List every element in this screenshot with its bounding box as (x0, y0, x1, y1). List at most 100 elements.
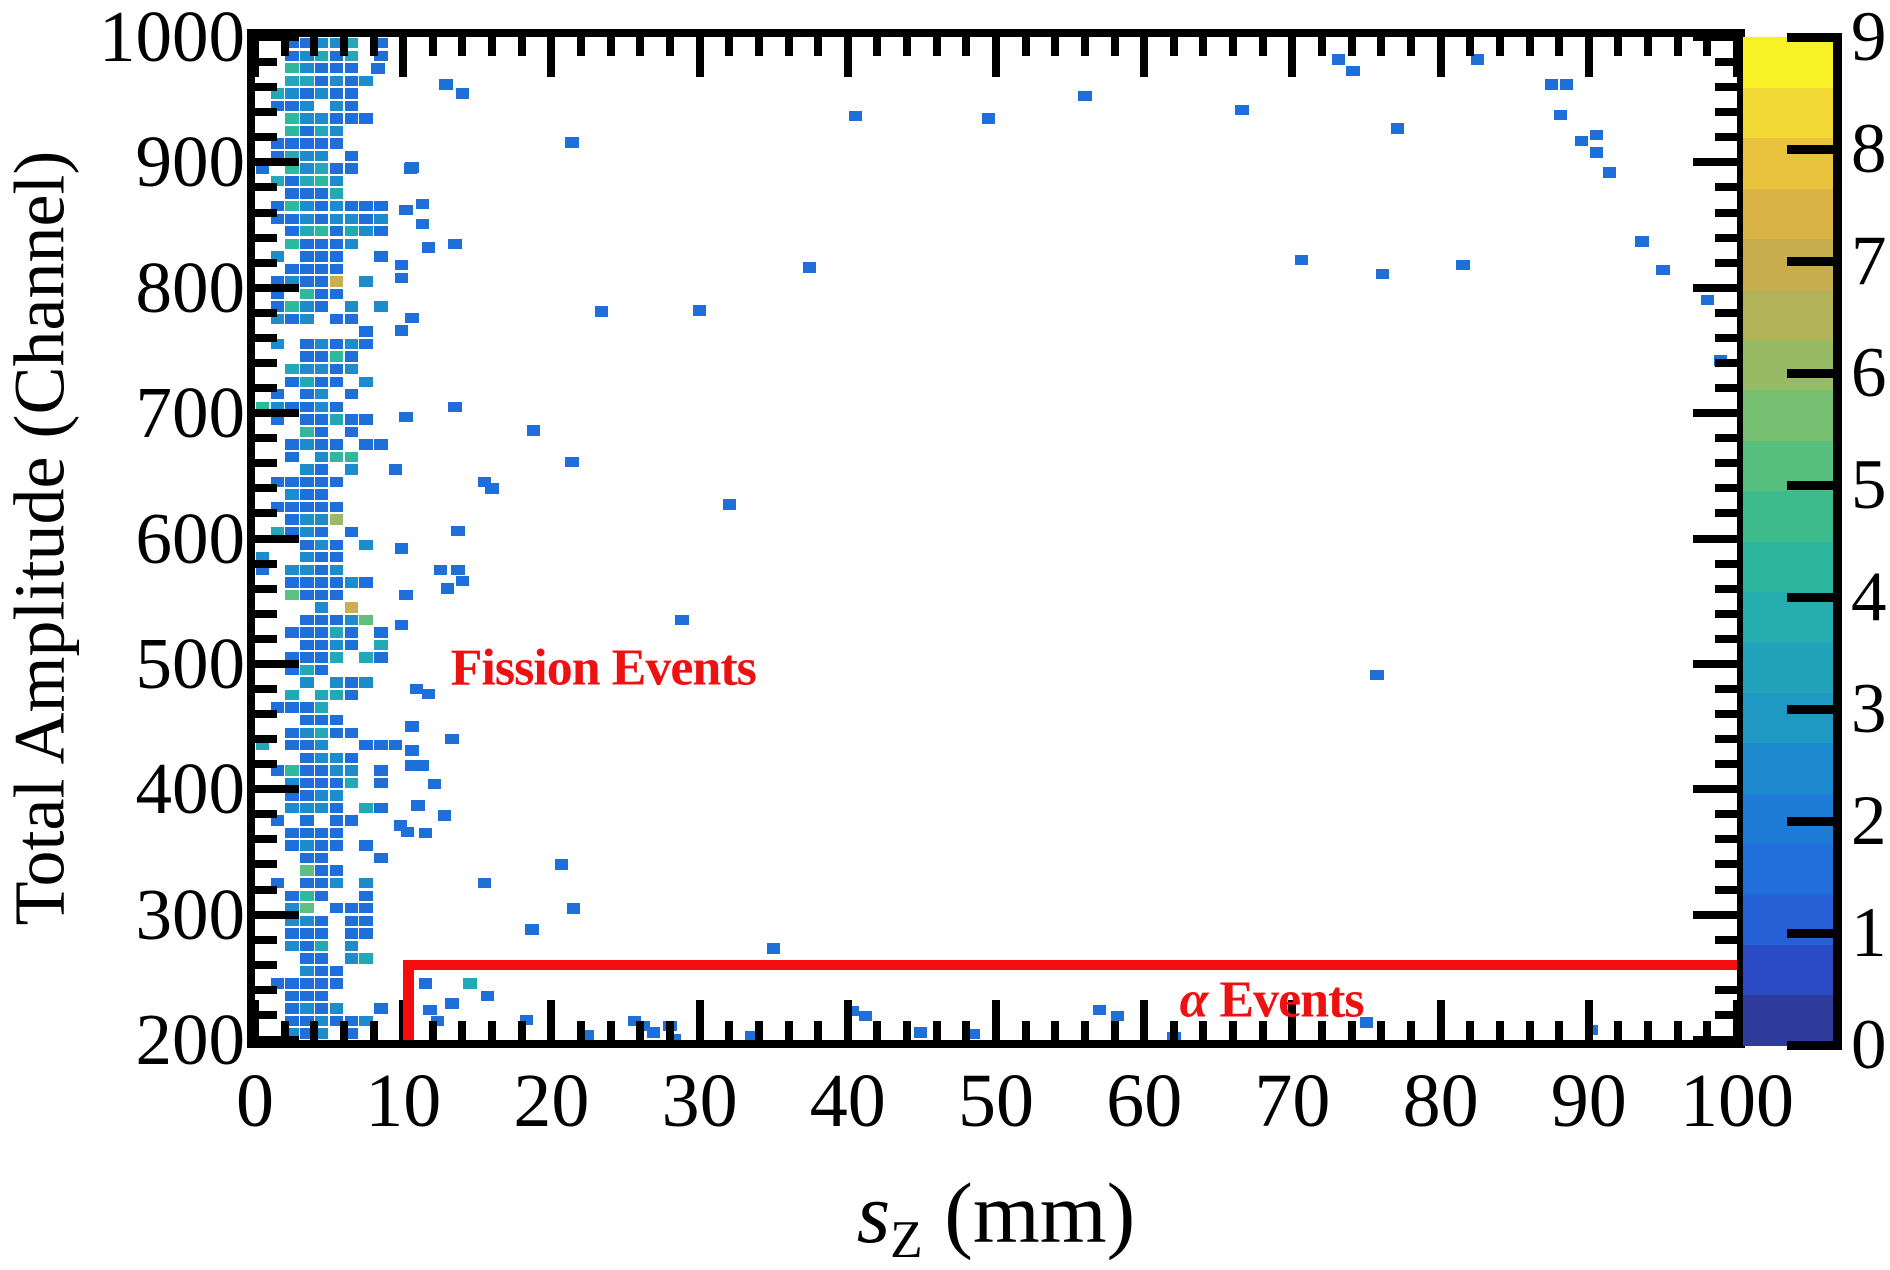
axis-tick (636, 1021, 645, 1040)
histogram-cell (285, 301, 299, 312)
histogram-cell (285, 652, 299, 663)
histogram-cell (314, 338, 329, 350)
histogram-cell (300, 276, 314, 287)
y-tick-label: 300 (135, 873, 246, 955)
histogram-cell (314, 464, 329, 475)
histogram-cell (300, 765, 314, 776)
axis-tick (280, 1021, 289, 1040)
axis-tick (339, 37, 348, 56)
axis-tick (1673, 1021, 1682, 1040)
axis-tick (1080, 1021, 1089, 1040)
axis-tick (255, 910, 299, 919)
axis-tick (1715, 634, 1737, 643)
x-tick-label: 40 (809, 1059, 886, 1143)
histogram-cell (692, 305, 707, 316)
colorbar-tick (1787, 928, 1842, 938)
axis-tick (1673, 37, 1682, 56)
axis-tick (1715, 835, 1737, 844)
histogram-cell (270, 702, 284, 713)
histogram-cell (1235, 104, 1249, 115)
axis-tick (1715, 434, 1737, 443)
axis-tick (754, 1021, 763, 1040)
axis-tick (1584, 37, 1593, 77)
axis-tick (1466, 1021, 1475, 1040)
axis-tick (1715, 760, 1737, 769)
axis-tick (1377, 37, 1386, 56)
axis-tick (255, 384, 277, 393)
histogram-cell (374, 802, 388, 814)
axis-tick (932, 37, 941, 56)
histogram-cell (300, 727, 314, 738)
histogram-cell (314, 715, 329, 726)
histogram-cell (270, 200, 284, 212)
histogram-cell (270, 175, 284, 187)
histogram-cell (270, 338, 284, 350)
histogram-cell (314, 664, 329, 676)
axis-tick (1693, 409, 1737, 418)
histogram-cell (285, 915, 299, 927)
histogram-cell (314, 363, 329, 375)
histogram-cell (285, 689, 299, 701)
axis-tick (399, 37, 408, 77)
histogram-cell (667, 1033, 682, 1040)
histogram-cell (329, 238, 344, 249)
colorbar-tick-label: 9 (1851, 0, 1887, 76)
histogram-cell (300, 1015, 314, 1027)
histogram-cell (314, 301, 329, 312)
histogram-cell (359, 614, 373, 626)
histogram-cell (285, 451, 299, 463)
histogram-cell (300, 915, 314, 927)
histogram-cell (270, 150, 284, 162)
axis-tick (255, 308, 277, 317)
colorbar-tick (1787, 704, 1842, 714)
histogram-cell (344, 639, 358, 651)
histogram-cell (314, 827, 329, 839)
histogram-cell (329, 514, 344, 525)
axis-tick (695, 1000, 704, 1040)
histogram-cell (285, 175, 299, 187)
histogram-cell (1635, 236, 1649, 247)
histogram-cell (1589, 129, 1603, 140)
axis-tick (1495, 1021, 1504, 1040)
histogram-cell (344, 63, 358, 74)
histogram-cell (359, 539, 373, 550)
histogram-cell (285, 840, 299, 851)
histogram-cell (374, 38, 388, 49)
x-title-subscript: Z (890, 1208, 923, 1269)
colorbar-tick-label: 3 (1851, 670, 1887, 748)
histogram-cell (285, 903, 299, 914)
histogram-cell (418, 978, 433, 989)
axis-tick (814, 1021, 823, 1040)
histogram-cell (405, 312, 419, 324)
histogram-cell (314, 878, 329, 889)
axis-tick (1703, 1021, 1712, 1040)
histogram-cell (344, 226, 358, 237)
histogram-cell (427, 779, 441, 790)
histogram-cell (285, 827, 299, 839)
axis-tick (1466, 37, 1475, 56)
histogram-cell (314, 790, 329, 801)
histogram-cell (314, 489, 329, 500)
histogram-cell (285, 514, 299, 525)
histogram-cell (329, 677, 344, 688)
histogram-cell (314, 113, 329, 124)
histogram-cell (329, 577, 344, 588)
axis-tick (1110, 1021, 1119, 1040)
histogram-cell (329, 414, 344, 425)
histogram-cell (285, 238, 299, 249)
histogram-cell (314, 740, 329, 751)
axis-tick (1229, 1021, 1238, 1040)
histogram-cell (344, 50, 358, 61)
histogram-cell (329, 827, 344, 839)
axis-tick (369, 1021, 378, 1040)
histogram-cell (285, 100, 299, 112)
axis-tick (1715, 484, 1737, 493)
histogram-cell (285, 990, 299, 1002)
histogram-cell (344, 577, 358, 588)
histogram-cell (344, 940, 358, 952)
histogram-cell (285, 138, 299, 149)
x-tick-label: 90 (1550, 1059, 1627, 1143)
histogram-cell (359, 213, 373, 224)
axis-tick (310, 1021, 319, 1040)
histogram-cell (300, 288, 314, 300)
